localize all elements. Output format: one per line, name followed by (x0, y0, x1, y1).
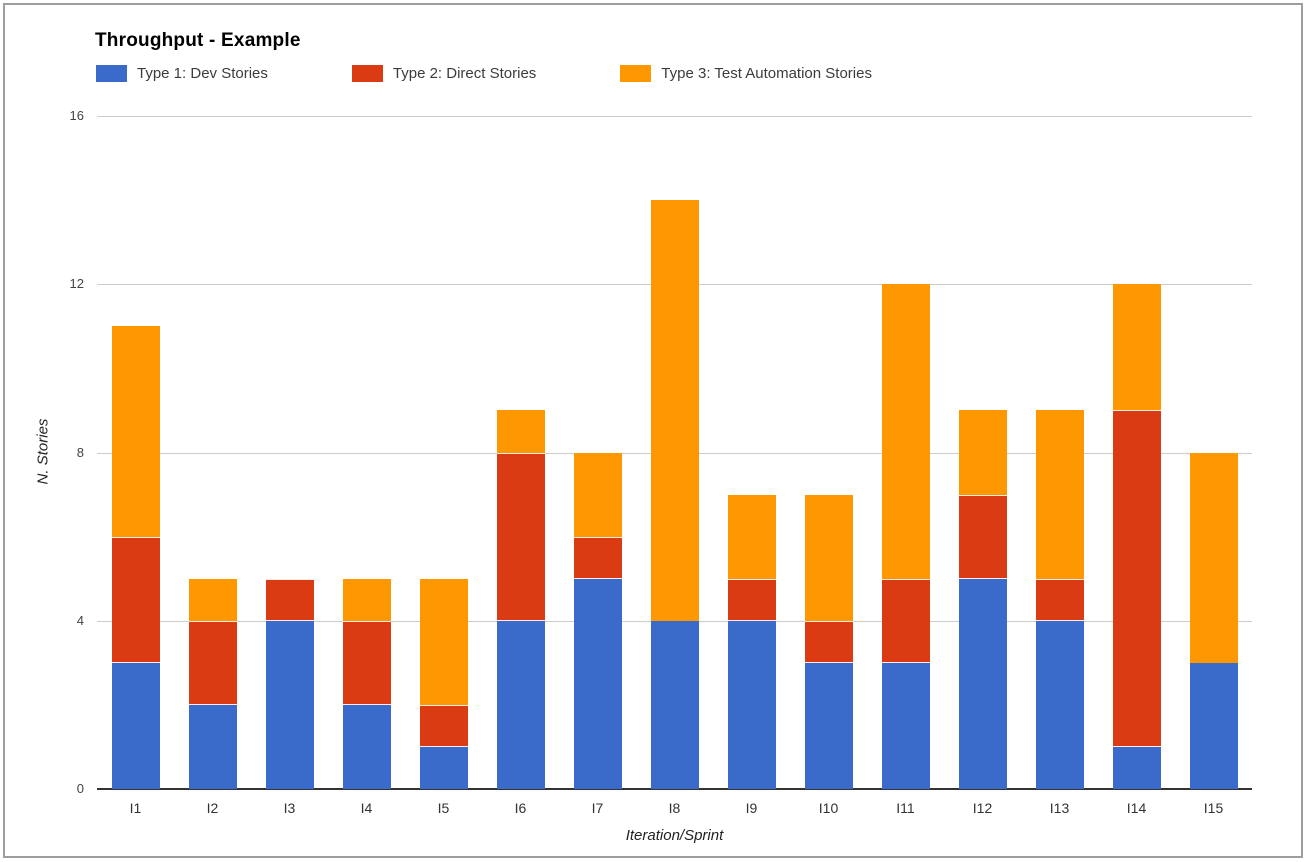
bar-segment (650, 200, 699, 621)
bar-segment (958, 410, 1007, 495)
bar-segment (804, 494, 853, 621)
x-tick-label: I12 (972, 800, 993, 816)
bar-segment (265, 620, 314, 789)
bar-segment (1035, 620, 1084, 789)
legend: Type 1: Dev Stories Type 2: Direct Storie… (96, 65, 872, 82)
bar-segment (958, 578, 1007, 789)
x-tick-label: I11 (896, 800, 915, 816)
bar-segment (188, 704, 237, 789)
bar-segment (650, 620, 699, 789)
bar-segment (111, 326, 160, 537)
bar-segment (1112, 410, 1161, 747)
bar-segment (342, 578, 391, 621)
bar-segment (573, 578, 622, 789)
legend-swatch-icon (620, 65, 652, 82)
bar-segment (573, 452, 622, 537)
legend-item: Type 3: Test Automation Stories (620, 65, 872, 82)
bar-segment (188, 578, 237, 621)
x-tick-label: I8 (668, 800, 681, 816)
gridline (97, 116, 1252, 117)
bar-segment (111, 536, 160, 663)
x-tick-label: I3 (283, 800, 296, 816)
legend-swatch-icon (351, 65, 383, 82)
bar-segment (881, 578, 930, 663)
x-tick-label: I10 (818, 800, 839, 816)
legend-swatch-icon (96, 65, 127, 82)
bar-segment (342, 620, 391, 705)
chart-frame: Throughput - Example Type 1: Dev Stories… (3, 3, 1303, 858)
bar-segment (881, 662, 930, 789)
bar-segment (881, 284, 930, 579)
y-tick-label: 16 (69, 108, 84, 123)
y-tick-label: 8 (76, 444, 84, 460)
bar-segment (727, 578, 776, 621)
x-tick-label: I15 (1203, 800, 1224, 816)
bar-segment (188, 620, 237, 705)
legend-label: Type 2: Direct Stories (392, 65, 537, 82)
bar-segment (419, 704, 468, 747)
bar-segment (419, 746, 468, 789)
legend-item: Type 1: Dev Stories (96, 65, 268, 82)
x-tick-label: I6 (514, 800, 527, 816)
x-axis-line (97, 788, 1252, 790)
bar-segment (496, 452, 545, 621)
x-tick-label: I5 (437, 800, 450, 816)
bar-segment (958, 494, 1007, 579)
bar-segment (496, 410, 545, 453)
x-tick-label: I9 (745, 800, 758, 816)
bar-segment (111, 662, 160, 789)
x-tick-label: I1 (129, 800, 142, 816)
y-tick-label: 12 (69, 276, 84, 292)
bar-segment (804, 662, 853, 789)
x-axis-title: Iteration/Sprint (625, 827, 724, 844)
legend-label: Type 1: Dev Stories (137, 65, 268, 82)
y-tick-label: 0 (76, 781, 84, 796)
bar-segment (1112, 284, 1161, 411)
bar-segment (1035, 578, 1084, 621)
plot-area: 0 4 8 12 16 I1 I2 I3 I4 I5 I6 I7 I8 I9 I10 I11 I12 I13 I14… (70, 108, 1252, 816)
y-tick-label: 4 (76, 612, 84, 628)
x-tick-label: I14 (1126, 800, 1147, 816)
x-tick-label: I7 (591, 800, 604, 816)
bar-segment (804, 620, 853, 663)
x-tick-label: I13 (1049, 800, 1070, 816)
bar-segment (573, 536, 622, 579)
bar-segment (727, 620, 776, 789)
x-tick-label: I2 (206, 800, 219, 816)
bar-segment (496, 620, 545, 789)
legend-label: Type 3: Test Automation Stories (661, 65, 872, 82)
bar-segment (1112, 746, 1161, 789)
bar-segment (265, 578, 314, 621)
y-axis-title: N. Stories (34, 418, 52, 485)
bar-segment (419, 578, 468, 705)
bar-segment (1035, 410, 1084, 579)
bar-segment (1189, 452, 1238, 663)
x-tick-label: I4 (360, 800, 373, 816)
chart-title: Throughput - Example (95, 30, 301, 51)
legend-item: Type 2: Direct Stories (351, 65, 537, 82)
bar-segment (1189, 662, 1238, 789)
bar-segment (342, 704, 391, 789)
bar-segment (727, 494, 776, 579)
